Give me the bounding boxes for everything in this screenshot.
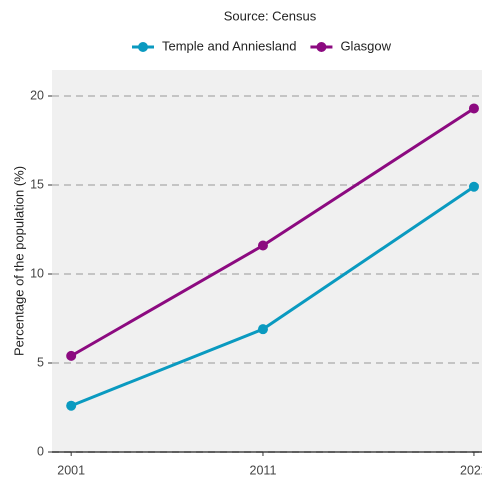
- y-tick-label: 15: [30, 177, 44, 191]
- legend-label: Temple and Anniesland: [162, 38, 296, 53]
- plot-background: [52, 70, 482, 452]
- x-tick-label: 2011: [250, 463, 277, 477]
- point: [257, 324, 268, 335]
- y-tick-label: 10: [30, 266, 44, 280]
- x-tick-label: 2022: [460, 463, 482, 477]
- point: [468, 103, 479, 114]
- y-axis-label: Percentage of the population (%): [11, 166, 26, 356]
- legend-label: Glasgow: [340, 38, 391, 53]
- y-tick-label: 0: [37, 444, 44, 458]
- y-tick-label: 20: [30, 88, 44, 102]
- point: [66, 350, 77, 361]
- point: [468, 181, 479, 192]
- legend-key-dot: [138, 42, 148, 52]
- point: [66, 400, 77, 411]
- y-tick-label: 5: [37, 355, 44, 369]
- legend-key-dot: [316, 42, 327, 52]
- chart-subtitle: Source: Census: [224, 8, 317, 23]
- x-tick-label: 2001: [57, 463, 85, 477]
- point: [257, 240, 268, 251]
